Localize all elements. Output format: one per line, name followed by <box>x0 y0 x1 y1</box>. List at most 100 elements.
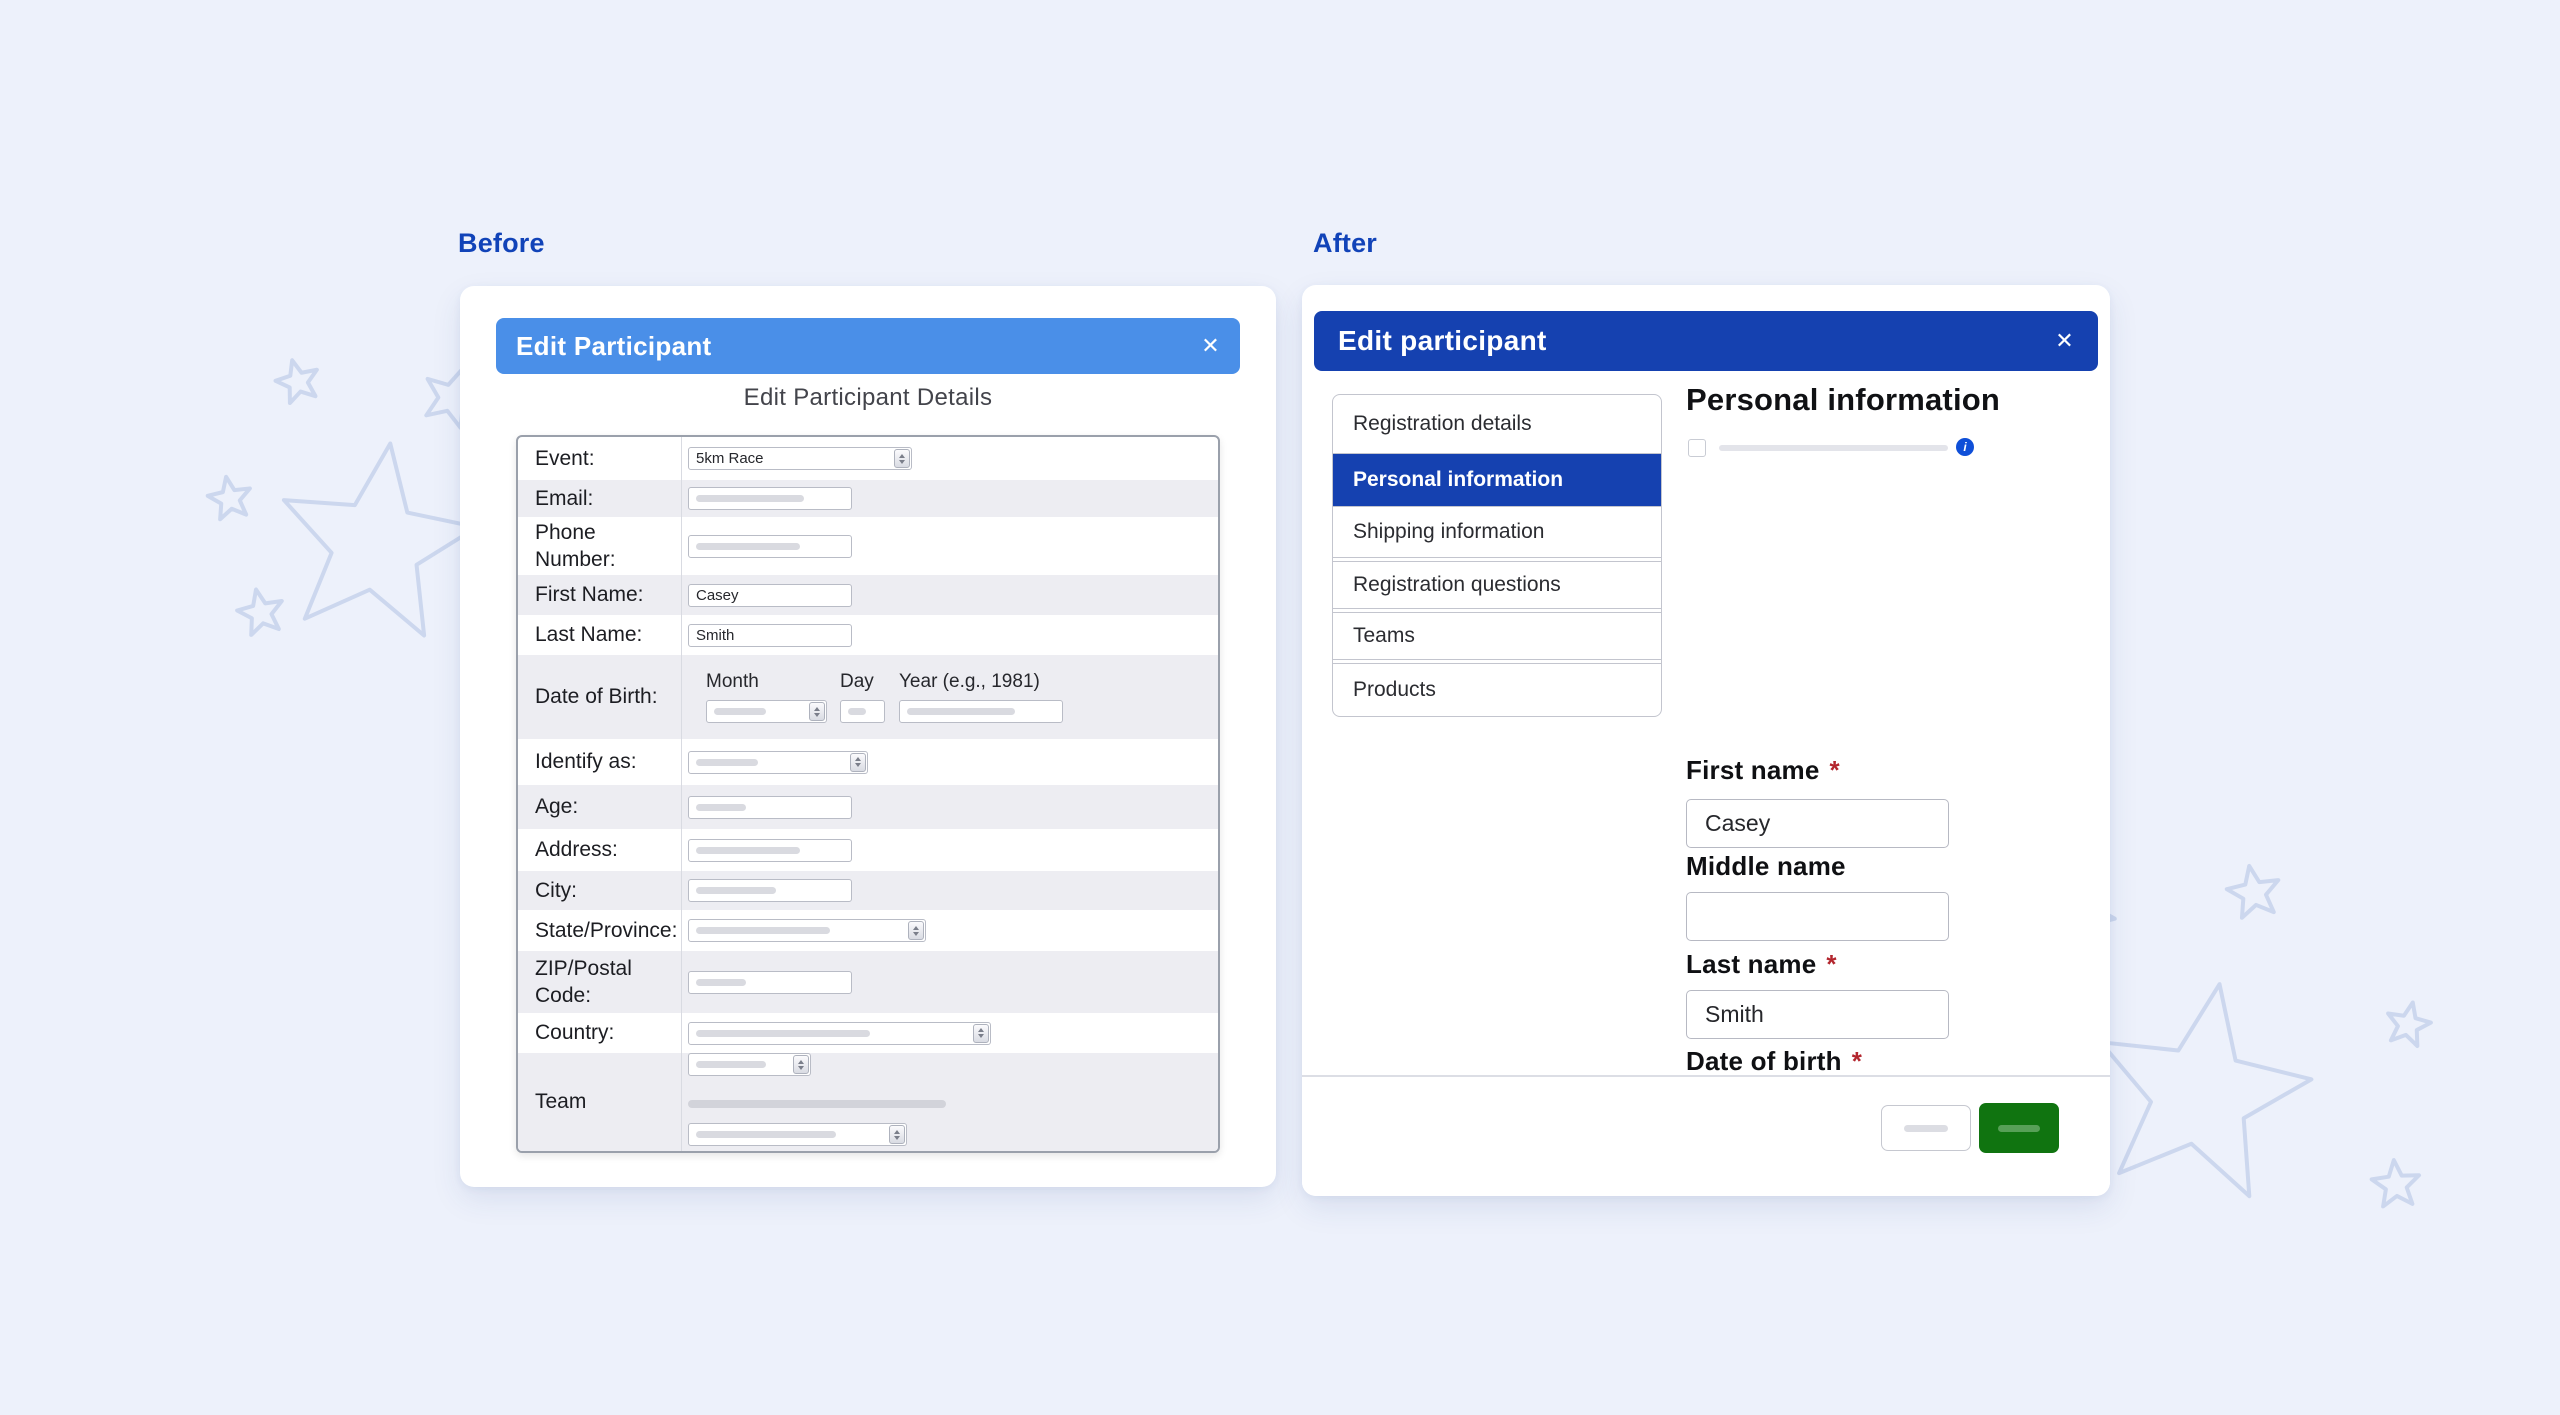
placeholder-bar <box>696 887 776 894</box>
nav-separator <box>1333 612 1661 613</box>
placeholder-bar <box>696 495 804 502</box>
first-name-input[interactable] <box>688 583 852 607</box>
team-label: Team <box>518 1053 682 1151</box>
email-input[interactable] <box>688 487 852 510</box>
city-label: City: <box>518 871 682 910</box>
star-decoration <box>232 583 289 638</box>
team-divider-bar <box>688 1100 946 1108</box>
dob-label: Date of birth * <box>1686 1046 1863 1075</box>
email-label: Email: <box>518 480 682 517</box>
last-name-input[interactable] <box>688 623 852 647</box>
nav-item-registration-details[interactable]: Registration details <box>1353 412 1532 435</box>
placeholder-bar <box>696 1131 836 1138</box>
table-row-age: Age: <box>518 785 1218 829</box>
required-asterisk: * <box>1829 755 1840 785</box>
city-input[interactable] <box>688 879 852 902</box>
table-row-phone: Phone Number: <box>518 517 1218 575</box>
middle-name-input[interactable] <box>1686 892 1949 941</box>
table-row-first-name: First Name: <box>518 575 1218 615</box>
table-row-country: Country: <box>518 1013 1218 1053</box>
last-name-input[interactable] <box>1686 990 1949 1039</box>
dob-day-label: Day <box>840 671 874 692</box>
star-decoration <box>2222 860 2285 921</box>
dob-month-label: Month <box>706 671 759 692</box>
first-name-label: First name * <box>1686 755 1840 785</box>
zip-input[interactable] <box>688 970 852 994</box>
state-select[interactable] <box>688 919 926 942</box>
placeholder-bar <box>696 1029 870 1037</box>
team-secondary-select[interactable] <box>688 1123 907 1146</box>
first-name-input[interactable] <box>1686 799 1949 848</box>
nav-item-teams[interactable]: Teams <box>1353 624 1415 647</box>
first-name-label: First Name: <box>518 575 682 615</box>
table-row-event: Event: 5km Race <box>518 437 1218 480</box>
star-decoration <box>2079 966 2325 1204</box>
cancel-button[interactable] <box>1881 1105 1971 1151</box>
checkbox[interactable] <box>1688 439 1706 457</box>
participant-form-table: Event: 5km Race Email: Phone Number: Fir… <box>516 435 1220 1153</box>
placeholder-bar <box>696 978 746 986</box>
table-row-dob: Date of Birth: Month Day Year (e.g., 198… <box>518 655 1218 739</box>
nav-separator <box>1333 663 1661 664</box>
team-select[interactable] <box>688 1053 811 1076</box>
table-row-last-name: Last Name: <box>518 615 1218 655</box>
table-row-team: Team <box>518 1053 1218 1151</box>
before-modal-titlebar: Edit Participant ✕ <box>496 318 1240 374</box>
placeholder-bar <box>696 927 830 934</box>
address-label: Address: <box>518 829 682 871</box>
country-select[interactable] <box>688 1021 991 1045</box>
save-button[interactable] <box>1979 1103 2059 1153</box>
before-heading: Before <box>458 228 545 258</box>
nav-gap <box>1333 660 1661 663</box>
nav-item-personal-information[interactable]: Personal information <box>1333 454 1661 506</box>
before-modal-title: Edit Participant <box>516 330 712 361</box>
nav-separator <box>1333 659 1661 660</box>
placeholder-bar <box>848 708 866 715</box>
identify-select[interactable] <box>688 750 868 774</box>
placeholder-bar <box>1719 445 1948 451</box>
after-modal: Edit participant ✕ Registration details … <box>1302 285 2110 1196</box>
dob-year-input[interactable] <box>899 700 1063 723</box>
after-modal-title: Edit participant <box>1338 325 1547 356</box>
star-decoration <box>268 430 487 641</box>
select-spinner-icon <box>850 752 866 772</box>
after-heading: After <box>1313 228 1378 258</box>
nav-separator <box>1333 557 1661 558</box>
placeholder-bar <box>696 542 800 550</box>
middle-name-label: Middle name <box>1686 851 1846 881</box>
event-select-value: 5km Race <box>696 450 764 467</box>
nav-item-registration-questions[interactable]: Registration questions <box>1353 573 1561 596</box>
age-label: Age: <box>518 785 682 829</box>
identify-label: Identify as: <box>518 739 682 785</box>
nav-item-shipping-information[interactable]: Shipping information <box>1353 520 1545 543</box>
before-modal-subtitle: Edit Participant Details <box>743 384 993 411</box>
star-decoration <box>2381 997 2436 1049</box>
placeholder-bar <box>714 708 766 715</box>
after-modal-titlebar: Edit participant ✕ <box>1314 311 2098 371</box>
nav-gap <box>1333 609 1661 612</box>
nav-gap <box>1333 558 1661 561</box>
nav-separator <box>1333 453 1661 454</box>
table-row-city: City: <box>518 871 1218 910</box>
phone-input[interactable] <box>688 534 852 558</box>
dob-month-select[interactable] <box>706 700 827 723</box>
event-label: Event: <box>518 437 682 480</box>
age-input[interactable] <box>688 795 852 819</box>
event-select[interactable]: 5km Race <box>688 447 912 470</box>
close-icon[interactable]: ✕ <box>1201 333 1220 358</box>
select-spinner-icon <box>894 449 910 468</box>
nav-item-products[interactable]: Products <box>1353 678 1436 701</box>
nav-separator <box>1333 506 1661 507</box>
placeholder-bar <box>696 803 746 811</box>
last-name-label: Last name * <box>1686 949 1837 979</box>
required-asterisk: * <box>1851 1046 1863 1075</box>
info-icon[interactable]: i <box>1956 438 1974 456</box>
placeholder-bar <box>696 846 800 854</box>
address-input[interactable] <box>688 838 852 862</box>
dob-day-input[interactable] <box>840 700 885 723</box>
placeholder-bar <box>696 1061 766 1068</box>
close-icon[interactable]: ✕ <box>2055 328 2074 353</box>
modal-footer <box>1302 1075 2110 1196</box>
select-spinner-icon <box>908 921 924 940</box>
